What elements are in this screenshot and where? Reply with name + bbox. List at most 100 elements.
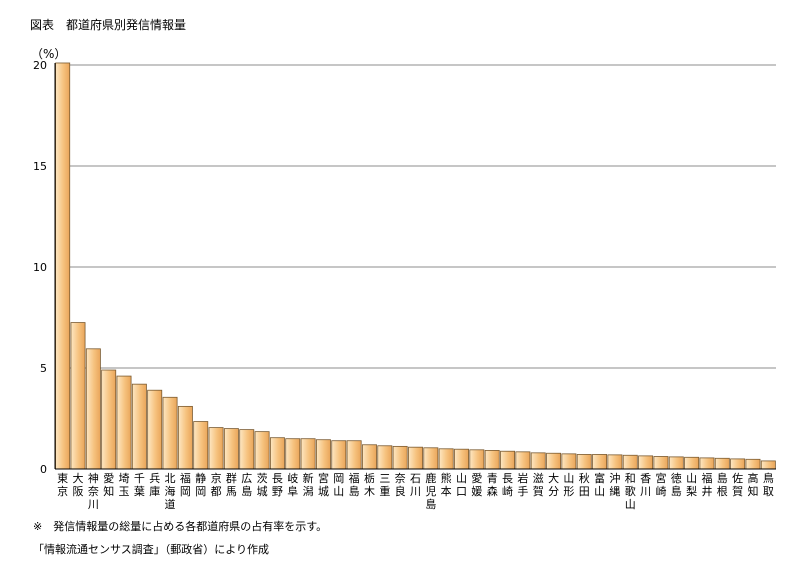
x-category-label: 大分 — [548, 471, 559, 498]
x-category-label: 栃木 — [364, 471, 375, 498]
bar — [638, 455, 654, 470]
x-category-label: 滋賀 — [533, 472, 544, 498]
bar — [423, 447, 439, 470]
bar — [55, 62, 71, 470]
x-category-label: 愛知 — [103, 472, 114, 498]
bars — [55, 62, 776, 470]
x-category-label: 鳥取 — [763, 471, 774, 498]
x-category-label: 埼玉 — [119, 471, 130, 498]
bar — [745, 458, 761, 470]
bar — [162, 396, 178, 470]
bar — [377, 445, 393, 470]
bar — [316, 439, 331, 470]
x-category-label: 岐阜 — [287, 472, 298, 498]
bar — [515, 451, 531, 470]
x-category-label: 山口 — [456, 472, 467, 498]
y-axis-unit-label: （%） — [31, 47, 67, 61]
bar — [85, 348, 101, 470]
x-category-label: 兵庫 — [149, 472, 160, 498]
x-category-label: 東京 — [57, 472, 68, 498]
bar — [592, 454, 608, 470]
footnote: ※ 発信情報量の総量に占める各都道府県の占有率を示す。 — [33, 520, 328, 533]
bar — [331, 440, 347, 470]
bar — [561, 453, 577, 470]
x-category-label: 徳島 — [671, 472, 682, 498]
bar — [223, 428, 239, 470]
x-category-label: 高知 — [747, 471, 758, 498]
bar — [546, 452, 562, 470]
x-category-label: 石川 — [410, 472, 421, 498]
x-category-label: 熊本 — [441, 471, 452, 498]
gridlines — [55, 64, 776, 369]
x-category-label: 鹿児島 — [425, 471, 436, 511]
x-category-label: 北海道 — [165, 472, 176, 511]
bar — [208, 427, 224, 470]
bar — [653, 456, 669, 470]
bar — [668, 456, 684, 470]
x-category-label: 京都 — [211, 471, 222, 498]
bar — [300, 438, 316, 470]
bar — [622, 454, 638, 470]
y-tick-label: 10 — [33, 261, 47, 274]
y-tick-label: 0 — [40, 463, 47, 476]
bar — [469, 449, 485, 470]
y-tick-label: 15 — [33, 160, 47, 173]
x-category-label: 三重 — [379, 472, 390, 498]
bar — [346, 440, 362, 470]
x-category-label: 山形 — [563, 472, 574, 498]
x-category-label: 宮城 — [318, 471, 329, 498]
x-category-label: 山梨 — [686, 472, 697, 498]
x-category-label: 神奈川 — [88, 471, 99, 511]
bar — [684, 456, 700, 470]
bar — [254, 431, 270, 470]
bar — [269, 437, 285, 470]
bar — [714, 457, 730, 470]
x-category-label: 島根 — [717, 471, 728, 498]
x-category-label: 沖縄 — [609, 472, 620, 498]
x-category-label: 群馬 — [226, 471, 237, 498]
bar — [760, 460, 776, 470]
bar — [285, 438, 301, 470]
source-note: 「情報流通センサス調査」（郵政省）により作成 — [33, 543, 270, 556]
x-category-label: 茨城 — [257, 471, 268, 498]
bar — [607, 454, 623, 470]
bar — [147, 389, 163, 470]
bar — [484, 450, 500, 470]
bar — [408, 446, 423, 470]
x-category-label: 長野 — [272, 472, 283, 498]
x-category-label: 岡山 — [333, 472, 344, 498]
bar — [116, 375, 132, 470]
x-category-label: 佐賀 — [732, 471, 743, 498]
x-category-label: 新潟 — [303, 471, 314, 498]
x-category-label: 富山 — [594, 471, 605, 498]
x-category-label: 奈良 — [395, 471, 406, 498]
y-tick-label: 5 — [40, 362, 47, 375]
x-category-label: 青森 — [487, 472, 498, 498]
y-axis-tick-labels: 0 5 10 15 20 — [33, 59, 47, 476]
x-category-label: 宮崎 — [655, 471, 666, 498]
x-category-label: 長崎 — [502, 472, 513, 498]
bar — [699, 457, 715, 470]
bar — [576, 454, 592, 470]
figure-title: 図表 都道府県別発信情報量 — [30, 18, 187, 32]
bar — [362, 444, 377, 470]
bar — [177, 405, 193, 470]
x-category-label: 千葉 — [134, 472, 145, 498]
x-category-label: 広島 — [241, 472, 252, 498]
bar — [193, 421, 209, 470]
x-axis-category-labels: 東京大阪神奈川愛知埼玉千葉兵庫北海道福岡静岡京都群馬広島茨城長野岐阜新潟宮城岡山… — [57, 471, 774, 511]
bar — [530, 452, 546, 470]
bar — [101, 369, 117, 470]
x-category-label: 静岡 — [195, 471, 206, 498]
x-category-label: 香川 — [640, 472, 651, 498]
bar — [239, 429, 255, 470]
x-category-label: 福井 — [701, 471, 712, 498]
bar — [730, 458, 746, 470]
x-category-label: 秋田 — [579, 471, 590, 498]
x-category-label: 大阪 — [73, 471, 84, 498]
bar — [70, 322, 86, 470]
bar — [131, 383, 147, 470]
x-category-label: 福岡 — [180, 471, 191, 498]
y-tick-label: 20 — [33, 59, 47, 72]
